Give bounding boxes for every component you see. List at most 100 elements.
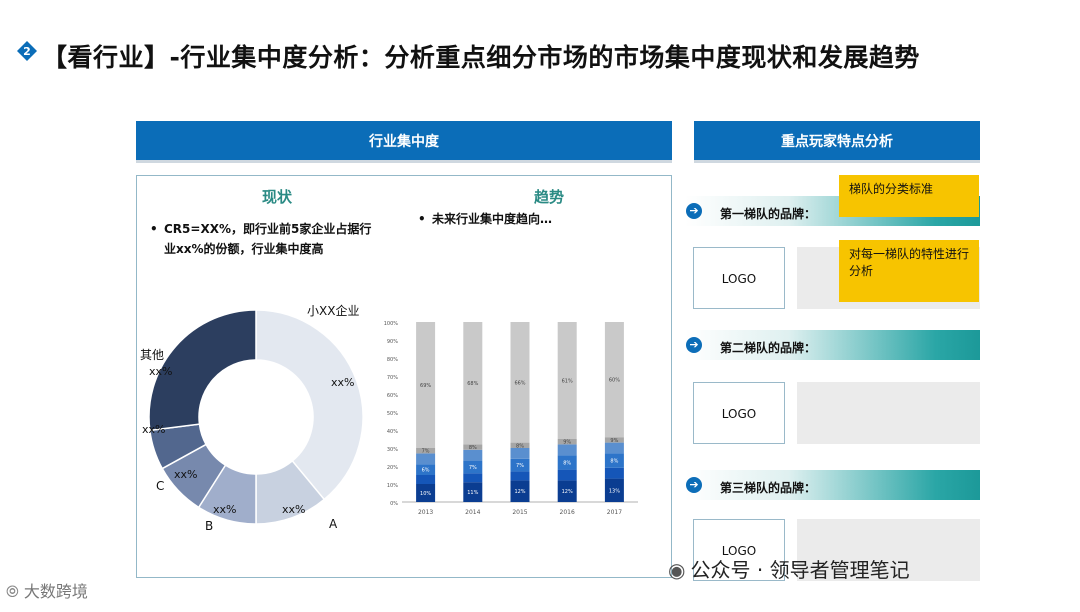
x-tick-label: 2014 <box>465 509 480 516</box>
slice-value-label: xx% <box>331 376 354 389</box>
slice-value-label: xx% <box>142 423 165 436</box>
y-tick-label: 70% <box>387 375 398 381</box>
bar-data-label: 9% <box>563 440 571 446</box>
wechat-icon: ◉ <box>668 558 686 582</box>
bar-segment <box>463 460 483 474</box>
arrow-right-icon: ➔ <box>686 337 702 353</box>
bar-segment <box>604 467 624 479</box>
bar-data-label: 7% <box>422 449 430 455</box>
bottom-right-watermark: ◉ 公众号 · 领导者管理笔记 <box>668 554 910 583</box>
slice-name-label: A <box>329 517 338 531</box>
bar-data-label: 8% <box>469 445 477 451</box>
donut-chart: 小XX企业 xx% xx% A xx% B xx% C xx% 其他 xx% <box>140 303 364 533</box>
bar-segment <box>557 469 577 481</box>
bar-segment <box>416 322 436 448</box>
bar-data-label: 13% <box>609 488 620 494</box>
bar-segment <box>510 480 530 502</box>
bar-segment <box>557 439 577 445</box>
callout-tier-analysis: 对每一梯队的特性进行分析 <box>839 240 979 302</box>
tier-2-label: 第二梯队的品牌： <box>720 341 817 355</box>
stacked-bar-chart: 0% 10% 20% 30% 40% 50% 60% 70% 80% 90% 100% 10% 6% 7%… <box>384 321 638 516</box>
bar-data-label: 69% <box>420 383 431 389</box>
trend-heading: 趋势 <box>534 188 565 206</box>
bar-data-label: 7% <box>516 463 524 469</box>
tier-2-logo-box: LOGO <box>693 382 785 444</box>
badge-number: 2 <box>23 45 31 58</box>
bar-segment <box>557 444 577 456</box>
bar-data-label: 66% <box>514 380 525 386</box>
x-tick-label: 2013 <box>418 509 433 516</box>
arrow-right-icon: ➔ <box>686 203 702 219</box>
current-heading: 现状 <box>262 188 293 206</box>
tier-1-label: 第一梯队的品牌： <box>720 207 817 221</box>
legend-label-small-companies: 小XX企业 <box>307 303 359 318</box>
y-tick-label: 20% <box>387 465 398 471</box>
bar-segment <box>463 482 483 502</box>
y-tick-label: 50% <box>387 411 398 417</box>
bar-data-label: 9% <box>610 438 618 444</box>
y-tick-label: 60% <box>387 393 398 399</box>
bar-segment <box>604 453 624 468</box>
x-tick-label: 2015 <box>512 509 527 516</box>
tier-2-description-area <box>797 382 980 444</box>
tier-3-bar <box>685 470 980 500</box>
bar-data-label: 7% <box>469 465 477 471</box>
y-tick-label: 10% <box>387 483 398 489</box>
bar-segment <box>557 322 577 439</box>
slice-value-label: xx% <box>174 468 197 481</box>
tier-3-description-area <box>797 519 980 581</box>
slice-name-label: B <box>205 519 213 533</box>
bar-data-label: 68% <box>467 381 478 387</box>
bar-segment <box>604 478 624 502</box>
y-tick-label: 90% <box>387 339 398 345</box>
tier-3-logo-box: LOGO <box>693 519 785 581</box>
arrow-right-icon: ➔ <box>686 477 702 493</box>
bar-segment <box>463 449 483 461</box>
bottom-left-watermark: ⦾ 大数跨境 <box>6 578 88 602</box>
slice-value-label: xx% <box>149 365 172 378</box>
current-bullet-line1: CR5=XX%，即行业前5家企业占据行 <box>164 222 372 236</box>
current-bullet-line2: 业xx%的份额，行业集中度高 <box>164 242 324 256</box>
tier-2-bar <box>685 330 980 360</box>
bar-segment <box>416 453 436 465</box>
donut-slice-5 <box>148 309 257 432</box>
bar-segment <box>604 442 624 454</box>
bar-data-label: 60% <box>609 378 620 384</box>
bar-segment <box>510 471 530 481</box>
bar-segment <box>416 464 436 475</box>
callout-tier-criteria: 梯队的分类标准 <box>839 175 979 217</box>
y-tick-label: 40% <box>387 429 398 435</box>
bar-data-label: 12% <box>562 489 573 495</box>
concentration-panel <box>136 175 672 578</box>
watermark-text-left: 大数跨境 <box>23 582 88 601</box>
page-title: 【看行业】-行业集中度分析：分析重点细分市场的市场集中度现状和发展趋势 <box>42 43 920 72</box>
bar-segment <box>510 322 530 443</box>
trend-bullet-text: 未来行业集中度趋向… <box>432 212 553 226</box>
x-tick-label: 2016 <box>560 509 575 516</box>
bar-segment <box>463 444 483 450</box>
y-tick-label: 80% <box>387 357 398 363</box>
right-section-header: 重点玩家特点分析 <box>694 121 980 163</box>
bar-segment <box>510 448 530 459</box>
x-tick-label: 2017 <box>607 509 622 516</box>
bar-segment <box>604 322 624 438</box>
step-badge: 2 <box>16 40 38 62</box>
bar-segment <box>557 480 577 502</box>
left-section-header: 行业集中度 <box>136 121 672 163</box>
bar-segment <box>416 475 436 484</box>
y-tick-label: 0% <box>390 501 398 507</box>
bar-segment <box>510 442 530 448</box>
slice-value-label: xx% <box>213 503 236 516</box>
y-tick-label: 100% <box>384 321 399 327</box>
bar-data-label: 12% <box>514 489 525 495</box>
tier-3-label: 第三梯队的品牌： <box>720 481 817 495</box>
bar-data-label: 8% <box>563 460 571 466</box>
diamond-badge-icon: 2 <box>17 41 37 61</box>
bar-data-label: 6% <box>422 468 430 474</box>
bar-data-label: 10% <box>420 491 431 497</box>
bar-segment <box>510 458 530 472</box>
bar-segment <box>604 437 624 443</box>
slice-value-label: xx% <box>282 503 305 516</box>
slice-name-label: C <box>156 479 164 493</box>
slice-name-label: 其他 <box>140 348 164 362</box>
